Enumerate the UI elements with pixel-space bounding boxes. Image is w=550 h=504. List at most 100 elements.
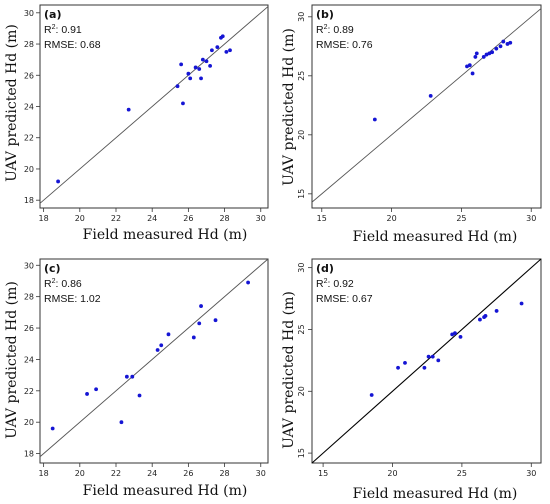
- panel-b-data-point: [501, 39, 506, 44]
- panel-a-ytick-label: 18: [24, 196, 34, 205]
- panel-a-data-point: [208, 64, 212, 68]
- panel-d-data-point: [369, 393, 374, 397]
- panel-b-ytick-label: 30: [297, 12, 306, 22]
- panel-b-rmse-label: RMSE: 0.76: [316, 39, 373, 51]
- panel-c-xtick-label: 28: [219, 469, 229, 478]
- panel-b-r2-label: R2: 0.89: [316, 24, 354, 36]
- panel-b-plot-frame: [311, 4, 542, 209]
- panel-d-xtick-label: 25: [457, 469, 467, 478]
- panel-a-xtick-label: 20: [75, 214, 85, 223]
- panel-a-ytick-label: 20: [24, 165, 34, 174]
- panel-d-data-point: [436, 358, 441, 363]
- panel-b-data-point: [372, 117, 377, 122]
- panel-c-plot-frame: [39, 258, 269, 464]
- panel-a-data-point: [197, 67, 202, 71]
- panel-d-data-point: [483, 313, 488, 318]
- panel-b-letter: (b): [316, 8, 334, 21]
- panel-c-letter: (c): [44, 262, 61, 275]
- panel-b-ytick-label: 20: [297, 130, 306, 140]
- panel-c-xtick-label: 30: [256, 469, 266, 478]
- panel-c-xtick-label: 18: [39, 469, 49, 478]
- panel-d-letter: (d): [316, 262, 334, 275]
- panel-c-ytick-label: 26: [24, 324, 34, 333]
- panel-a-data-point: [179, 62, 184, 67]
- panel-d-data-point: [403, 360, 407, 365]
- panel-a-data-point: [56, 179, 60, 184]
- panel-d-one-to-one-line: [311, 258, 542, 464]
- panel-b: UAV predicted Hd (m) Field measured Hd (…: [281, 4, 542, 245]
- panel-b-xtick-label: 20: [386, 214, 396, 223]
- panel-b-xtick-label: 30: [526, 214, 536, 223]
- panel-a-data-point: [199, 76, 203, 81]
- panel-b-one-to-one-line: [311, 8, 542, 203]
- panel-c-rmse-label: RMSE: 1.02: [44, 293, 101, 305]
- panel-c: UAV predicted Hd (m) Field measured Hd (…: [4, 258, 269, 499]
- panel-c-ytick-label: 18: [24, 450, 34, 459]
- panel-b-ylabel: UAV predicted Hd (m): [281, 28, 297, 186]
- panel-d-data-point: [422, 365, 427, 370]
- panel-a-ytick-label: 26: [24, 71, 34, 80]
- panel-d-r2-label: R2: 0.92: [316, 278, 354, 290]
- panel-c-xtick-label: 22: [111, 469, 121, 478]
- panel-c-data-point: [199, 304, 203, 308]
- panel-a-data-point: [193, 65, 198, 70]
- panel-d-data-point: [426, 354, 431, 359]
- panel-d-data-point: [396, 365, 400, 370]
- panel-d-rmse-label: RMSE: 0.67: [316, 293, 373, 305]
- panel-d-data-point: [478, 317, 482, 322]
- panel-b-data-point: [490, 50, 495, 55]
- panel-d-data-point: [430, 354, 435, 359]
- panel-b-data-point: [470, 71, 475, 76]
- panel-a-xtick-label: 22: [111, 214, 121, 223]
- panel-d-xtick-label: 15: [318, 469, 328, 478]
- panel-a-r2-label: R2: 0.91: [44, 24, 82, 36]
- panel-c-data-point: [159, 343, 164, 348]
- panel-d: UAV predicted Hd (m) Field measured Hd (…: [281, 258, 542, 502]
- panel-d-xtick-label: 20: [387, 469, 397, 478]
- panel-c-data-point: [155, 348, 160, 352]
- panel-a-letter: (a): [44, 8, 61, 21]
- panel-a-xlabel: Field measured Hd (m): [83, 227, 248, 243]
- panel-d-ytick-label: 30: [297, 263, 306, 273]
- panel-b-data-point: [467, 63, 472, 68]
- panel-c-ytick-label: 22: [24, 387, 34, 396]
- panel-a-xtick-label: 18: [39, 214, 49, 223]
- panel-c-data-point: [124, 374, 129, 379]
- panel-d-ytick-label: 25: [297, 324, 306, 334]
- panel-d-ytick-label: 20: [297, 386, 306, 396]
- panel-c-r2-label: R2: 0.86: [44, 278, 82, 290]
- panel-c-data-point: [246, 280, 250, 285]
- panel-d-plot-frame: [311, 258, 542, 464]
- panel-c-data-point: [50, 426, 55, 431]
- panel-d-xlabel: Field measured Hd (m): [353, 486, 518, 502]
- panel-c-data-point: [119, 420, 124, 425]
- panel-d-xtick-label: 30: [526, 469, 536, 478]
- panel-c-ytick-label: 30: [24, 261, 34, 270]
- panel-a-data-point: [220, 34, 225, 39]
- panel-a-ytick-label: 22: [24, 134, 34, 143]
- panel-c-data-point: [197, 321, 202, 326]
- panel-a-ytick-label: 24: [24, 103, 34, 112]
- panel-b-data-point: [473, 55, 478, 59]
- panel-c-ytick-label: 24: [24, 355, 34, 364]
- panel-a-data-point: [228, 48, 232, 53]
- panel-a-data-point: [126, 107, 131, 112]
- panel-a-data-point: [181, 101, 185, 106]
- panel-b-data-point: [494, 46, 499, 51]
- panel-c-data-point: [85, 392, 89, 396]
- panel-a-ytick-label: 28: [24, 40, 34, 49]
- panel-b-data-point: [428, 93, 433, 98]
- panel-a-ytick-label: 30: [24, 9, 34, 18]
- panel-b-ytick-label: 25: [297, 71, 306, 81]
- panel-b-data-point: [508, 40, 513, 45]
- panel-c-data-point: [191, 335, 196, 340]
- panel-c-data-point: [130, 374, 135, 379]
- panel-b-data-point: [498, 44, 503, 49]
- panel-b-xlabel: Field measured Hd (m): [353, 229, 518, 245]
- panel-a-data-point: [224, 49, 229, 54]
- panel-b-data-point: [474, 51, 479, 56]
- panel-d-data-point: [453, 331, 457, 336]
- panel-c-ytick-label: 28: [24, 293, 34, 302]
- panel-a: UAV predicted Hd (m) Field measured Hd (…: [4, 4, 269, 243]
